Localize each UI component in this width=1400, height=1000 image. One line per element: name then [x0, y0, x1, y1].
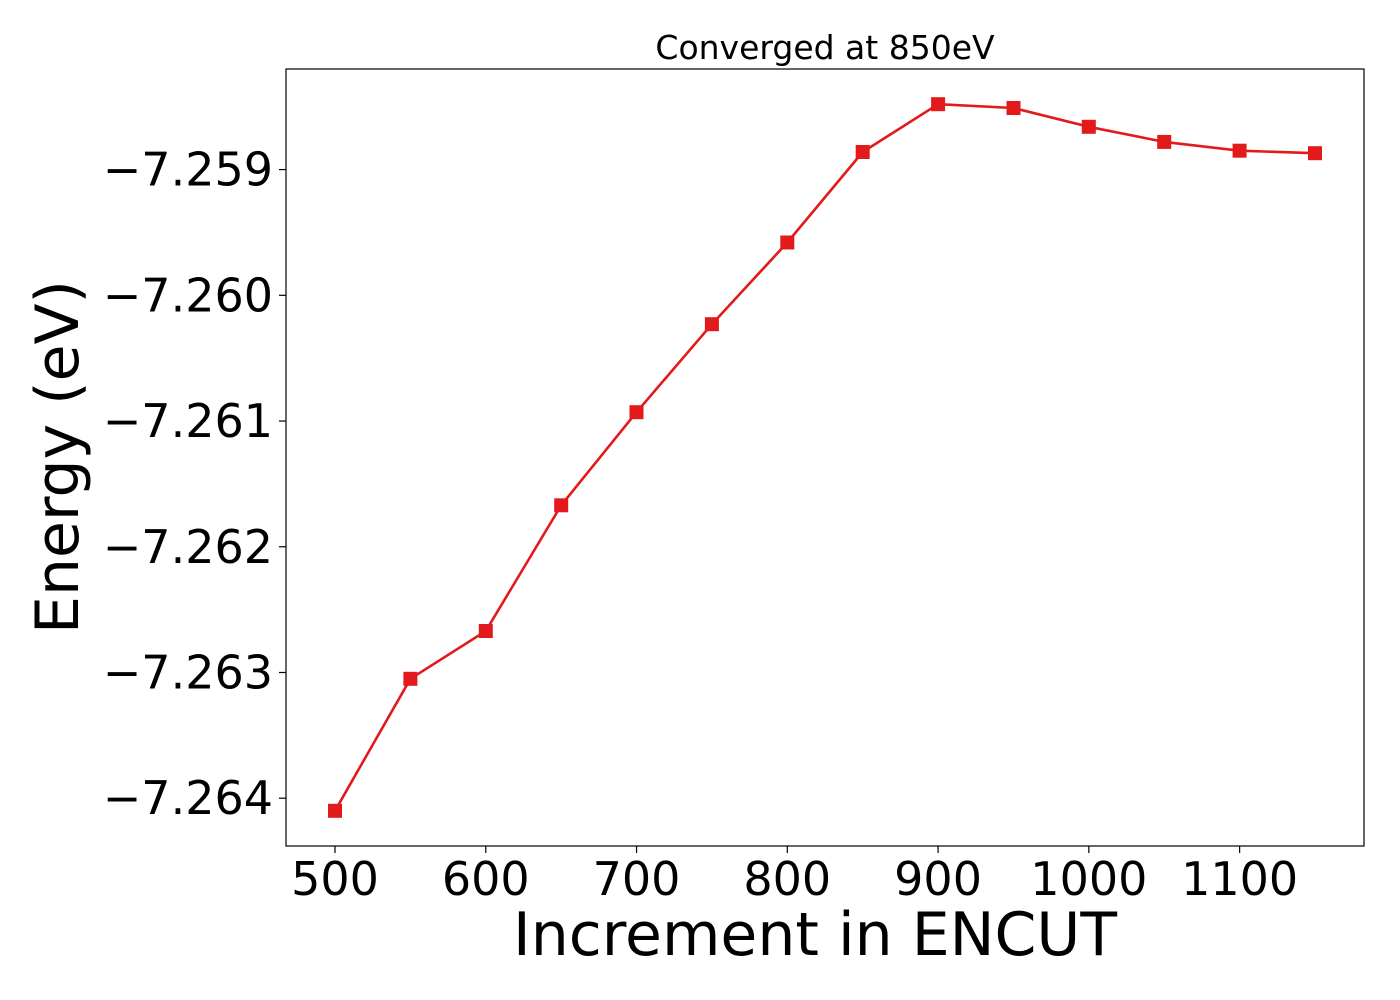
- x-tick-label: 500: [291, 852, 379, 906]
- y-tick-label: −7.264: [103, 771, 273, 825]
- data-point: [1081, 119, 1096, 134]
- x-tick-label: 800: [743, 852, 831, 906]
- data-point: [855, 145, 870, 159]
- series-line: [333, 102, 1316, 812]
- data-point: [403, 671, 418, 686]
- data-point: [931, 97, 946, 112]
- chart-title: Converged at 850eV: [655, 28, 995, 67]
- data-point: [629, 405, 644, 420]
- x-tick-label: 900: [894, 852, 982, 906]
- data-point: [1157, 134, 1172, 149]
- data-point: [328, 803, 342, 818]
- x-tick-label: 600: [442, 852, 530, 906]
- y-tick-label: −7.260: [103, 268, 273, 322]
- x-axis-label: Increment in ENCUT: [513, 900, 1117, 970]
- data-point: [1232, 143, 1247, 158]
- data-point: [554, 498, 569, 513]
- y-tick-label: −7.263: [103, 645, 273, 699]
- y-axis: −7.259 −7.260 −7.261 −7.262 −7.263 −7.264: [103, 143, 286, 825]
- plot-area: [285, 68, 1365, 847]
- data-point: [704, 317, 719, 332]
- x-axis: 500 600 700 800 900 1000 1100: [291, 846, 1298, 906]
- y-axis-label: Energy (eV): [23, 280, 93, 634]
- y-tick-label: −7.261: [103, 394, 273, 448]
- x-tick-label: 1000: [1030, 852, 1147, 906]
- data-point: [1308, 146, 1322, 161]
- y-tick-label: −7.262: [103, 520, 273, 574]
- series-markers: [328, 97, 1322, 818]
- data-point: [780, 235, 795, 250]
- x-tick-label: 700: [593, 852, 681, 906]
- x-tick-label: 1100: [1181, 852, 1298, 906]
- y-tick-label: −7.259: [103, 143, 273, 197]
- data-point: [1006, 101, 1021, 115]
- data-point: [478, 624, 493, 638]
